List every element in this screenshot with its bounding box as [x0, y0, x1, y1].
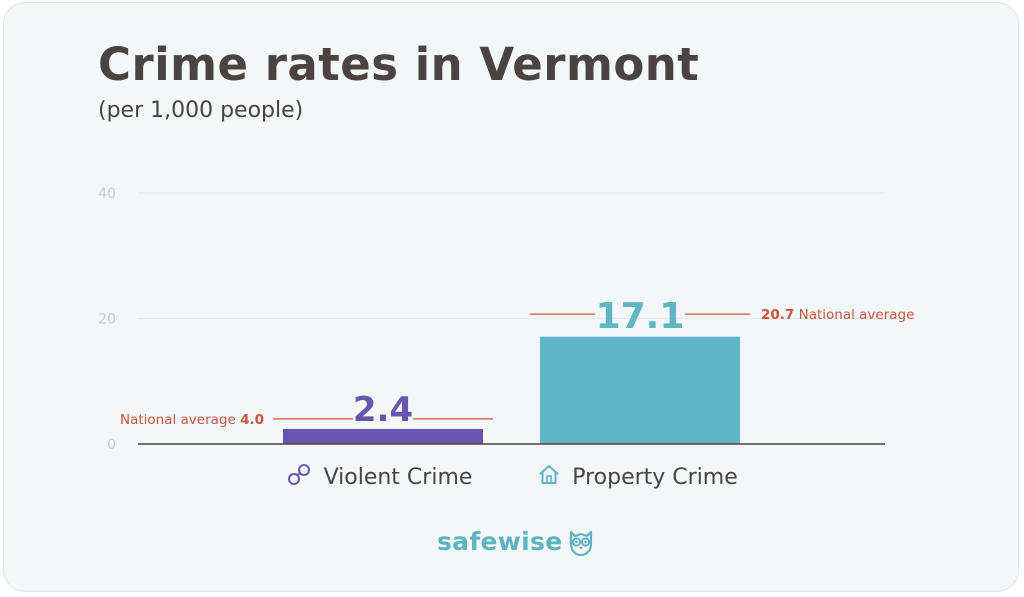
national-average-label: National average 4.0: [120, 412, 264, 428]
category-label: Property Crime: [572, 465, 738, 490]
y-tick-label: 20: [98, 312, 116, 328]
national-average-label: 20.7 National average: [761, 307, 914, 323]
category-label: Violent Crime: [324, 465, 473, 490]
value-label: 2.4: [353, 390, 413, 430]
brand-name: safewise: [437, 527, 563, 556]
y-tick-label: 40: [98, 186, 116, 202]
chart-title: Crime rates in Vermont: [98, 38, 700, 91]
owl-icon: [570, 530, 593, 556]
bar: [283, 428, 483, 444]
chart-subtitle: (per 1,000 people): [98, 98, 304, 123]
y-tick-label: 0: [107, 437, 116, 453]
value-label: 17.1: [596, 296, 685, 337]
safewise-logo: safewise: [437, 527, 594, 556]
chart-card: [3, 2, 1019, 592]
bar: [540, 336, 740, 444]
handcuffs-icon: [288, 464, 310, 485]
house-icon: [539, 465, 559, 484]
